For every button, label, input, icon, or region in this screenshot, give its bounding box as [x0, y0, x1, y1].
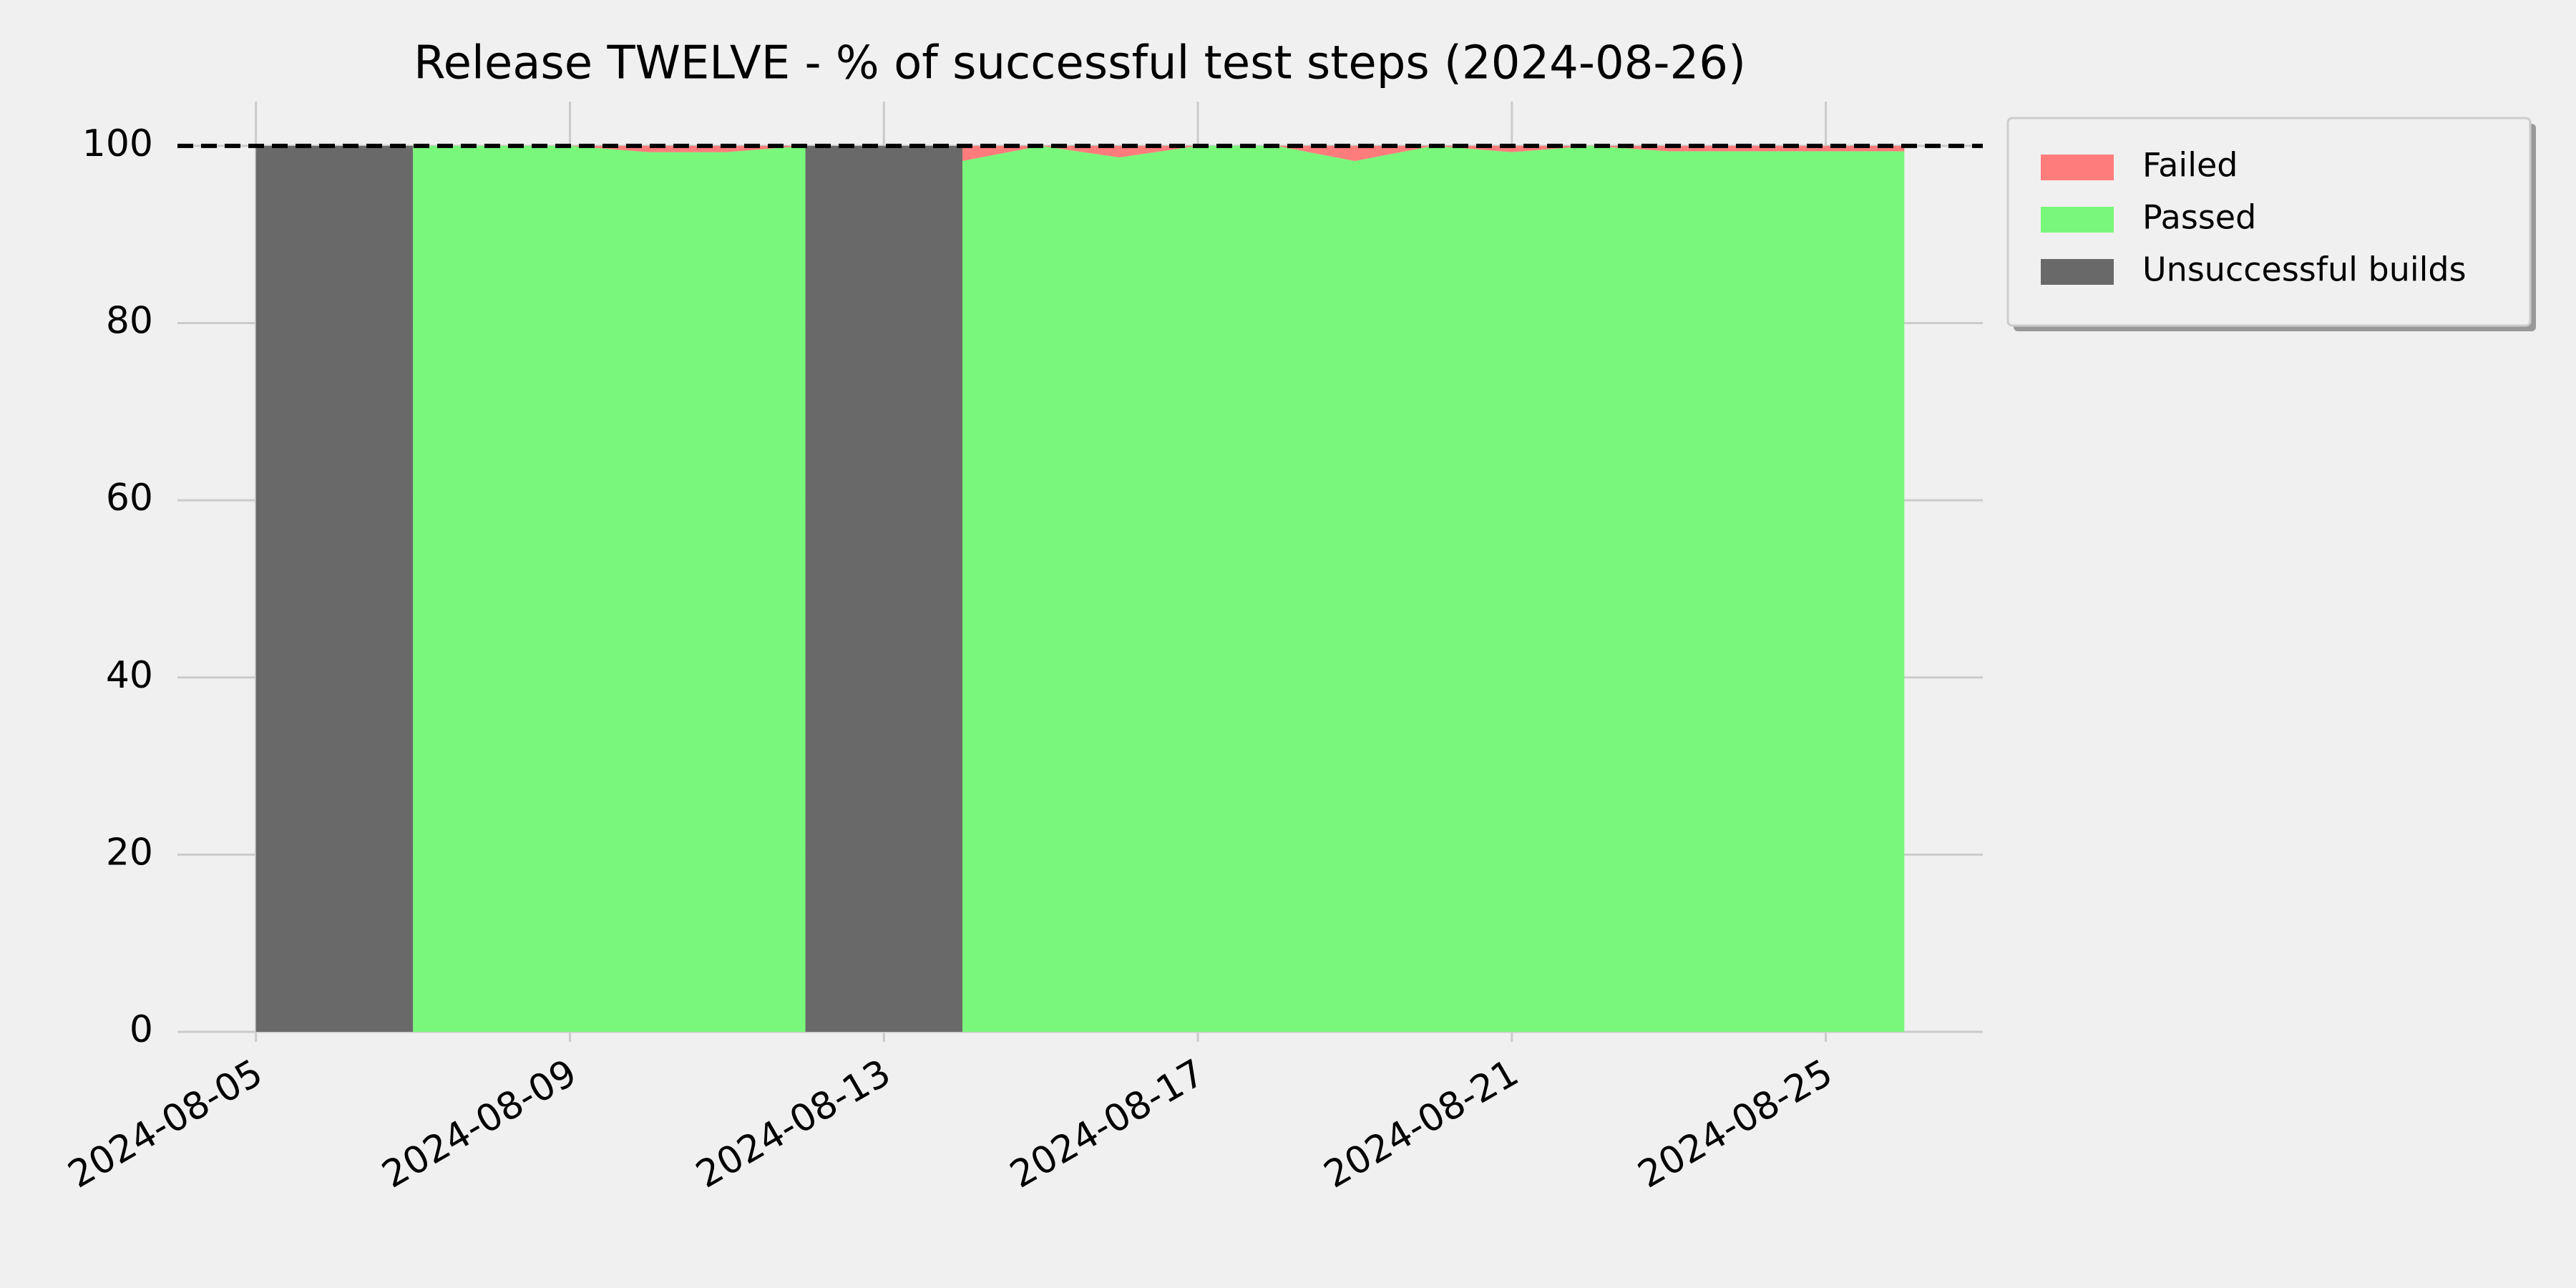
- legend-swatch: [2041, 155, 2114, 180]
- y-tick-label: 60: [106, 477, 153, 519]
- legend-label: Unsuccessful builds: [2142, 250, 2467, 289]
- legend-swatch: [2041, 259, 2114, 285]
- area: [413, 145, 1905, 161]
- y-tick-label: 100: [82, 122, 153, 165]
- area: [255, 145, 962, 1032]
- area: [413, 145, 1905, 1032]
- y-tick-label: 20: [106, 831, 153, 874]
- y-tick-label: 80: [106, 300, 153, 343]
- legend-label: Passed: [2142, 198, 2256, 237]
- legend-label: Failed: [2142, 146, 2238, 185]
- y-tick-label: 0: [130, 1008, 153, 1051]
- legend: Failed Passed Unsuccessful builds: [2006, 117, 2536, 331]
- chart-title: Release TWELVE - % of successful test st…: [414, 37, 1746, 90]
- legend-swatch: [2041, 207, 2114, 233]
- legend-box: [2006, 117, 2532, 327]
- y-tick-label: 40: [106, 654, 153, 697]
